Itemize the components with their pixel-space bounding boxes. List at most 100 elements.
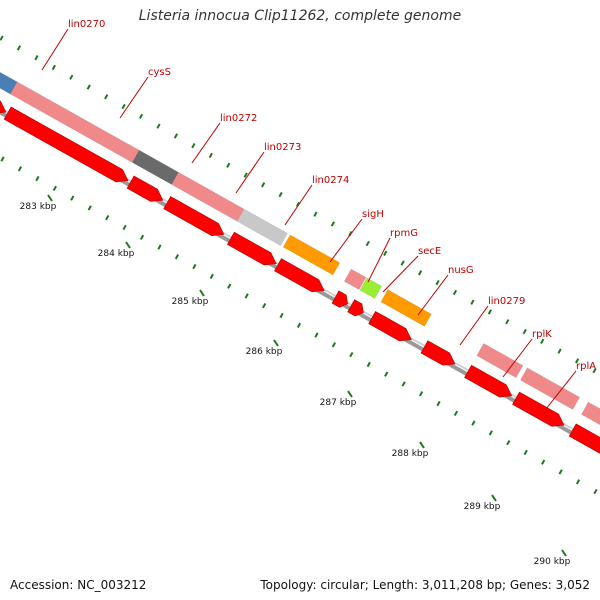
tick-mark xyxy=(330,221,336,227)
label-lin0272: lin0272 xyxy=(220,113,257,124)
kbp-tick xyxy=(561,549,567,557)
leader-line xyxy=(502,338,533,378)
feature-sigH xyxy=(282,234,341,276)
kbp-label: 284 kbp xyxy=(98,249,135,259)
tick-mark xyxy=(122,224,127,231)
tick-mark xyxy=(34,55,39,61)
leader-line xyxy=(545,370,577,410)
tick-mark xyxy=(35,175,40,182)
tick-mark xyxy=(575,479,581,485)
tick-mark xyxy=(540,338,545,344)
feature-nusG xyxy=(380,289,432,327)
gene-arrow xyxy=(126,175,164,202)
tick-mark xyxy=(523,449,528,456)
feature-layer xyxy=(0,71,600,426)
label-sigH: sigH xyxy=(362,209,384,220)
tick-mark xyxy=(244,293,249,299)
label-lin0274: lin0274 xyxy=(312,175,349,186)
tick-mark xyxy=(295,201,301,208)
tick-mark xyxy=(365,240,370,247)
tick-mark xyxy=(522,328,527,335)
tick-mark xyxy=(314,332,319,338)
kbp-tick xyxy=(125,241,131,249)
tick-mark xyxy=(436,400,441,407)
tick-mark xyxy=(471,420,476,426)
tick-mark xyxy=(400,260,405,266)
gene-arrow xyxy=(274,258,325,293)
tick-mark xyxy=(541,459,546,465)
leader-line xyxy=(284,184,313,226)
leader-line xyxy=(367,237,391,283)
tick-mark xyxy=(69,74,74,80)
gene-arrow xyxy=(464,364,513,398)
gene-arrow xyxy=(331,290,349,308)
tick-mark xyxy=(506,439,511,446)
tick-mark xyxy=(105,215,110,221)
tick-mark xyxy=(418,391,424,397)
label-rplK: rplK xyxy=(532,329,552,340)
tick-mark xyxy=(208,152,213,159)
feature-rplK xyxy=(520,367,580,410)
tick-mark xyxy=(192,263,197,270)
map-title: Listeria innocua Clip11262, complete gen… xyxy=(138,8,462,24)
label-layer: lin0270 cysS lin0272 lin0273 lin0274 sigH rpmG… xyxy=(41,19,596,410)
tick-mark xyxy=(17,166,23,172)
tick-mark xyxy=(488,430,493,436)
tick-mark xyxy=(0,35,4,41)
tick-mark xyxy=(262,303,267,309)
backbone-layer xyxy=(0,106,600,452)
tick-mark xyxy=(191,143,196,149)
feature-lin0274 xyxy=(236,208,288,246)
gene-arrow xyxy=(420,340,456,366)
leader-line xyxy=(329,218,363,263)
leader-line xyxy=(119,76,149,119)
leader-line xyxy=(41,28,69,71)
kbp-label: 290 kbp xyxy=(534,557,571,567)
tick-mark xyxy=(296,322,302,328)
tick-mark xyxy=(418,270,423,276)
tick-mark xyxy=(331,342,336,348)
tick-mark xyxy=(51,64,56,71)
feature-secE xyxy=(359,277,382,299)
tick-mark xyxy=(366,361,371,368)
label-cysS: cysS xyxy=(148,67,171,78)
feature-rpmG xyxy=(343,268,367,290)
tick-mark xyxy=(70,195,75,201)
tick-mark xyxy=(121,103,126,110)
tick-mark xyxy=(16,45,22,51)
feature-rplA xyxy=(581,401,600,426)
tick-mark xyxy=(383,250,388,256)
label-lin0270: lin0270 xyxy=(68,19,105,30)
tick-mark xyxy=(226,162,231,168)
tick-mark xyxy=(173,133,179,139)
tick-mark xyxy=(174,254,180,260)
leader-line xyxy=(191,122,221,164)
tick-mark xyxy=(574,358,580,364)
gene-arrow xyxy=(3,106,129,183)
tick-mark xyxy=(278,191,283,198)
gene-arrow xyxy=(368,311,412,342)
tick-mark xyxy=(505,319,510,325)
tick-mark xyxy=(349,351,354,358)
tick-mark xyxy=(279,312,284,319)
gene-arrow xyxy=(512,391,565,427)
tick-mark xyxy=(87,205,92,211)
kbp-label: 287 kbp xyxy=(320,398,357,408)
tick-mark xyxy=(453,410,459,416)
kbp-tick xyxy=(47,194,53,202)
kbp-tick xyxy=(491,494,497,502)
tick-mark xyxy=(86,84,91,90)
tick-mark xyxy=(452,289,458,296)
topology-text: Topology: circular; Length: 3,011,208 bp… xyxy=(260,578,590,592)
tick-mark xyxy=(487,309,492,315)
kbp-label: 283 kbp xyxy=(20,202,57,212)
tick-mark xyxy=(227,283,232,289)
tick-mark xyxy=(435,279,440,286)
tick-mark xyxy=(104,94,109,100)
gene-arrow xyxy=(347,299,364,317)
kbp-label: 288 kbp xyxy=(392,449,429,459)
label-nusG: nusG xyxy=(448,265,474,276)
tick-mark xyxy=(139,234,145,240)
